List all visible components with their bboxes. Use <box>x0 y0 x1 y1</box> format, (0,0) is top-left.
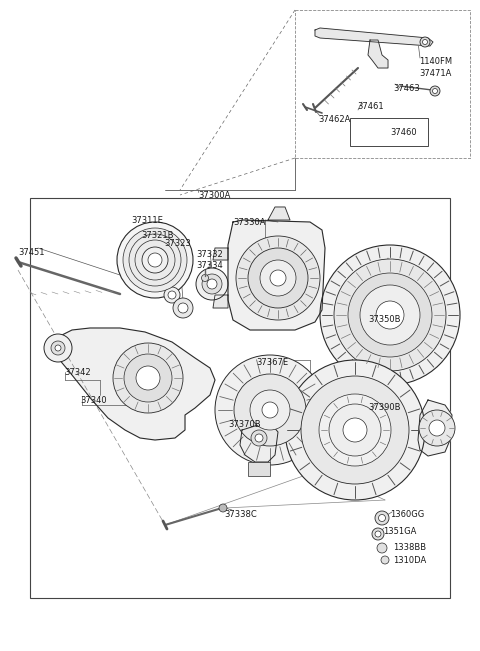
Circle shape <box>379 514 385 521</box>
Text: 37461: 37461 <box>357 102 384 111</box>
Circle shape <box>432 89 437 94</box>
Text: 37334: 37334 <box>196 261 223 270</box>
Circle shape <box>381 556 389 564</box>
Circle shape <box>376 301 404 329</box>
Circle shape <box>343 418 367 442</box>
Text: 37462A: 37462A <box>318 115 350 124</box>
Circle shape <box>348 273 432 357</box>
Circle shape <box>285 360 425 500</box>
Text: 37390B: 37390B <box>368 403 400 412</box>
Circle shape <box>164 287 180 303</box>
Text: 1140FM: 1140FM <box>419 57 452 66</box>
Circle shape <box>320 245 460 385</box>
Polygon shape <box>315 28 433 46</box>
Circle shape <box>129 234 181 286</box>
Text: 1351GA: 1351GA <box>383 527 416 536</box>
Circle shape <box>377 543 387 553</box>
Circle shape <box>178 303 188 313</box>
Text: 37332: 37332 <box>196 250 223 259</box>
Circle shape <box>270 270 286 286</box>
Text: 37460: 37460 <box>390 128 417 137</box>
Circle shape <box>51 341 65 355</box>
Circle shape <box>135 240 175 280</box>
Circle shape <box>168 291 176 299</box>
Text: 37323: 37323 <box>164 239 191 248</box>
Circle shape <box>372 528 384 540</box>
Text: 1310DA: 1310DA <box>393 556 426 565</box>
Text: 37342: 37342 <box>64 368 91 377</box>
Text: 37338C: 37338C <box>224 510 257 519</box>
Circle shape <box>148 253 162 267</box>
Circle shape <box>117 222 193 298</box>
Polygon shape <box>213 248 228 260</box>
Polygon shape <box>268 207 290 220</box>
Bar <box>350 118 428 146</box>
Circle shape <box>301 376 409 484</box>
Circle shape <box>319 394 391 466</box>
Circle shape <box>136 366 160 390</box>
Text: 37463: 37463 <box>393 84 420 93</box>
Text: 37367E: 37367E <box>256 358 288 367</box>
Circle shape <box>250 390 290 430</box>
Circle shape <box>255 434 263 442</box>
Polygon shape <box>240 425 278 462</box>
Polygon shape <box>55 328 215 440</box>
Circle shape <box>234 374 306 446</box>
Circle shape <box>202 275 208 281</box>
Circle shape <box>419 410 455 446</box>
Circle shape <box>375 531 381 537</box>
Circle shape <box>124 354 172 402</box>
Text: 37300A: 37300A <box>198 191 230 200</box>
Polygon shape <box>228 220 325 330</box>
Circle shape <box>44 334 72 362</box>
Circle shape <box>55 345 61 351</box>
Circle shape <box>248 248 308 308</box>
Circle shape <box>375 511 389 525</box>
Circle shape <box>202 274 222 294</box>
Circle shape <box>113 343 183 413</box>
Circle shape <box>123 228 187 292</box>
Bar <box>295 10 470 158</box>
Text: 37321B: 37321B <box>141 231 173 240</box>
Circle shape <box>260 260 296 296</box>
Text: 37340: 37340 <box>80 396 107 405</box>
Circle shape <box>251 430 267 446</box>
Circle shape <box>329 404 381 456</box>
Circle shape <box>422 40 428 44</box>
Circle shape <box>360 285 420 345</box>
Text: 1360GG: 1360GG <box>390 510 424 519</box>
Bar <box>248 462 270 476</box>
Circle shape <box>142 247 168 273</box>
Circle shape <box>262 402 278 418</box>
Text: 37350B: 37350B <box>368 315 400 324</box>
Text: 37370B: 37370B <box>228 420 261 429</box>
Circle shape <box>334 259 446 371</box>
Polygon shape <box>368 40 388 68</box>
Polygon shape <box>213 295 228 308</box>
Circle shape <box>196 268 228 300</box>
Polygon shape <box>418 400 452 456</box>
Text: 37330A: 37330A <box>233 218 265 227</box>
Circle shape <box>173 298 193 318</box>
Circle shape <box>219 504 227 512</box>
Circle shape <box>429 420 445 436</box>
Circle shape <box>207 279 217 289</box>
Circle shape <box>430 86 440 96</box>
Bar <box>30 198 450 598</box>
Circle shape <box>420 37 430 47</box>
Circle shape <box>236 236 320 320</box>
Text: 37451: 37451 <box>18 248 45 257</box>
Text: 37311E: 37311E <box>131 216 163 225</box>
Text: 37471A: 37471A <box>419 69 451 78</box>
Circle shape <box>215 355 325 465</box>
Text: 1338BB: 1338BB <box>393 543 426 552</box>
